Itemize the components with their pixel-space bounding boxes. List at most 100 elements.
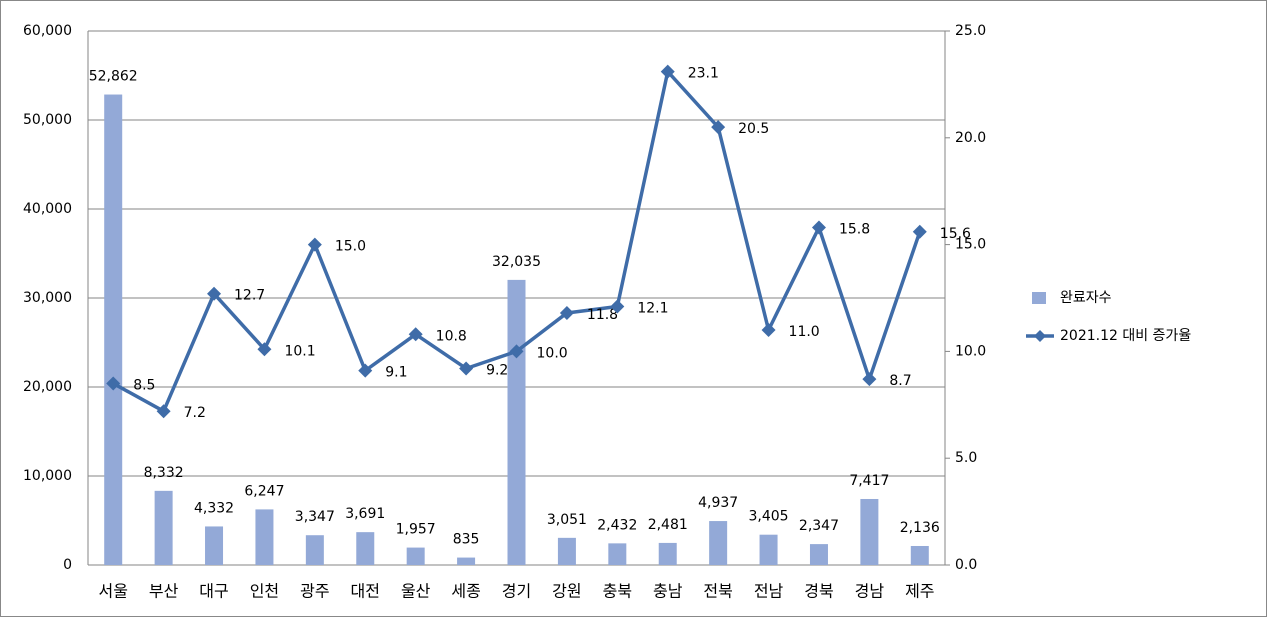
line-marker <box>912 224 927 239</box>
y2-tick-label: 15.0 <box>955 237 986 253</box>
x-tick-label: 서울 <box>98 582 127 601</box>
bar <box>658 542 677 565</box>
line-value-label: 15.6 <box>940 226 971 242</box>
x-tick-label: 전북 <box>703 582 732 601</box>
bar <box>356 532 375 565</box>
x-tick-label: 전남 <box>754 582 784 601</box>
line-marker <box>106 376 121 391</box>
line-marker <box>811 220 826 235</box>
bar <box>557 537 576 565</box>
x-tick-label: 제주 <box>905 582 934 601</box>
line-marker <box>862 372 877 387</box>
y2-tick-label: 10.0 <box>955 343 986 359</box>
bar-value-label: 3,691 <box>345 506 385 522</box>
x-tick-label: 부산 <box>149 582 179 601</box>
x-tick-label: 충북 <box>603 582 632 601</box>
line-marker <box>257 342 272 357</box>
bar <box>910 545 929 565</box>
line-marker <box>358 363 373 378</box>
bar <box>507 279 526 565</box>
x-tick-label: 경남 <box>855 582 885 601</box>
bar-value-label: 3,347 <box>295 509 335 525</box>
bar <box>154 490 173 565</box>
x-tick-label: 충남 <box>653 582 683 601</box>
bar <box>104 94 123 565</box>
line-value-label: 12.7 <box>234 288 265 304</box>
legend-label: 완료자수 <box>1060 290 1112 306</box>
line-value-label: 8.7 <box>889 373 911 389</box>
x-tick-label: 경기 <box>502 582 531 601</box>
line-value-label: 9.1 <box>385 365 407 381</box>
bar-value-label: 32,035 <box>492 254 541 270</box>
x-tick-label: 울산 <box>401 582 431 601</box>
y2-tick-label: 5.0 <box>955 450 977 466</box>
bar-value-label: 2,432 <box>597 517 637 533</box>
line-marker <box>559 305 574 320</box>
y-tick-label: 40,000 <box>23 201 72 217</box>
y-tick-label: 50,000 <box>23 112 72 128</box>
bar-value-label: 7,417 <box>849 473 889 489</box>
line-marker <box>660 64 675 79</box>
line-marker <box>761 323 776 338</box>
line-marker <box>610 299 625 314</box>
line-value-label: 23.1 <box>688 66 719 82</box>
bar-value-label: 6,247 <box>244 483 284 499</box>
line-marker <box>459 361 474 376</box>
legend-label: 2021.12 대비 증가율 <box>1060 328 1191 344</box>
y2-tick-label: 20.0 <box>955 130 986 146</box>
bar <box>255 509 274 565</box>
bar <box>860 498 879 565</box>
line-value-label: 15.0 <box>335 239 366 255</box>
bar-value-label: 2,347 <box>799 518 839 534</box>
line-marker <box>207 286 222 301</box>
legend-swatch <box>1032 292 1046 304</box>
line-marker <box>156 404 171 419</box>
line-marker <box>711 120 726 135</box>
x-tick-label: 인천 <box>250 582 279 601</box>
y-tick-label: 0 <box>63 557 72 573</box>
bar-value-label: 3,051 <box>547 512 587 528</box>
bar-value-label: 1,957 <box>396 522 436 538</box>
bar <box>709 521 728 565</box>
x-tick-label: 세종 <box>451 582 480 601</box>
x-tick-label: 대구 <box>199 582 228 601</box>
bar-value-label: 52,862 <box>89 69 138 85</box>
legend-marker <box>1034 330 1046 342</box>
y2-tick-label: 0.0 <box>955 557 977 573</box>
bar <box>457 557 476 565</box>
y-tick-label: 30,000 <box>23 290 72 306</box>
x-tick-label: 경북 <box>804 582 833 601</box>
line-value-label: 8.5 <box>133 377 155 393</box>
bar-value-label: 8,332 <box>144 465 184 481</box>
line-value-label: 10.8 <box>436 328 467 344</box>
bar-value-label: 2,136 <box>900 520 940 536</box>
line-value-label: 20.5 <box>738 121 769 137</box>
bar <box>406 547 425 565</box>
line-value-label: 11.8 <box>587 307 618 323</box>
line-value-label: 11.0 <box>789 324 820 340</box>
bar <box>608 543 627 565</box>
bar-value-label: 4,937 <box>698 495 738 511</box>
x-tick-label: 대전 <box>351 582 380 601</box>
line-value-label: 15.8 <box>839 222 870 238</box>
x-tick-label: 광주 <box>300 582 329 601</box>
line-marker <box>509 344 524 359</box>
y-tick-label: 20,000 <box>23 379 72 395</box>
line-marker <box>307 237 322 252</box>
line-value-label: 12.1 <box>637 301 668 317</box>
line-value-label: 10.1 <box>284 343 315 359</box>
bar <box>809 544 828 565</box>
line-value-label: 10.0 <box>537 345 568 361</box>
y2-tick-label: 25.0 <box>955 23 986 39</box>
bar <box>205 526 224 565</box>
line-value-label: 9.2 <box>486 362 508 378</box>
bar-value-label: 835 <box>453 532 480 548</box>
bar <box>759 534 778 565</box>
line-marker <box>408 327 423 342</box>
x-tick-label: 강원 <box>552 582 581 601</box>
y-tick-label: 60,000 <box>23 23 72 39</box>
y-tick-label: 10,000 <box>23 468 72 484</box>
line-value-label: 7.2 <box>184 405 206 421</box>
